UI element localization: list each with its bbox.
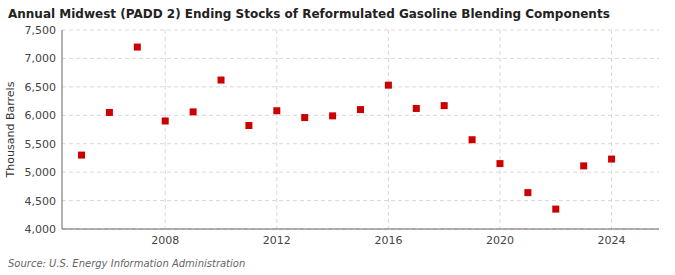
x-grid-line [611, 30, 612, 229]
source-note: Source: U.S. Energy Information Administ… [8, 258, 245, 269]
point [245, 122, 252, 129]
x-tick-label: 2024 [598, 234, 626, 247]
point [385, 82, 392, 89]
point [134, 44, 141, 51]
title: Annual Midwest (PADD 2) Ending Stocks of… [8, 7, 610, 21]
point [218, 77, 225, 84]
y-tick-label: 4,500 [25, 195, 57, 208]
point [357, 106, 364, 113]
y-grid-line [62, 143, 659, 144]
y-tick-label: 6,500 [25, 81, 57, 94]
x-grid-line [276, 30, 277, 229]
x-tick-label: 2020 [486, 234, 514, 247]
point [608, 156, 615, 163]
x-grid-line [499, 30, 500, 229]
point [273, 107, 280, 114]
point [78, 152, 85, 159]
y-grid-line [62, 115, 659, 116]
y-tick-label: 5,000 [25, 166, 57, 179]
points [78, 44, 615, 213]
y-tick-label: 4,000 [25, 223, 57, 236]
point [301, 114, 308, 121]
y-tick-label: 6,000 [25, 109, 57, 122]
y-tick-label: 7,500 [25, 24, 57, 37]
point [524, 189, 531, 196]
x-tick-label: 2016 [374, 234, 402, 247]
point [552, 206, 559, 213]
y-grid-line [62, 172, 659, 173]
x-grid-line [165, 30, 166, 229]
y-grid-line [62, 200, 659, 201]
point [190, 108, 197, 115]
y-axis-line [62, 30, 63, 229]
y-grid-line [62, 229, 659, 230]
point [106, 109, 113, 116]
y-grid-line [62, 58, 659, 59]
y-tick-label: 5,500 [25, 138, 57, 151]
y-axis-label: Thousand Barrels [4, 81, 17, 178]
x-tick-label: 2012 [263, 234, 291, 247]
point [469, 136, 476, 143]
point [496, 160, 503, 167]
x-grid-line [388, 30, 389, 229]
point [413, 105, 420, 112]
x-tick-label: 2008 [151, 234, 179, 247]
point [162, 117, 169, 124]
point [329, 112, 336, 119]
y-grid-line [62, 30, 659, 31]
point [441, 102, 448, 109]
point [580, 162, 587, 169]
chart: 4,000 4,500 5,000 5,500 6,000 6,500 7,000 7,500… [0, 0, 675, 275]
y-grid-line [62, 86, 659, 87]
x-axis-line [62, 229, 659, 230]
y-tick-label: 7,000 [25, 52, 57, 65]
